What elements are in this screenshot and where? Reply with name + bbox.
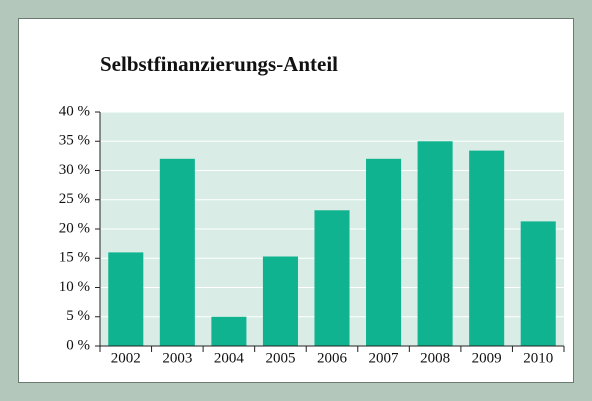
bar [108,252,144,346]
bar [366,158,402,346]
y-tick-label: 15 % [59,250,90,266]
y-tick-label: 20 % [59,220,90,236]
y-tick-label: 30 % [59,162,90,178]
bar [520,221,556,346]
y-tick-label: 0 % [66,337,90,353]
y-tick-label: 5 % [66,308,90,324]
bar [469,150,505,346]
bar [417,141,453,346]
y-tick-label: 10 % [59,279,90,295]
x-tick-label: 2008 [420,350,450,366]
x-tick-label: 2002 [111,350,141,366]
bar [262,256,298,346]
bar [159,158,195,346]
x-tick-label: 2009 [472,350,502,366]
y-tick-label: 40 % [59,103,90,119]
x-tick-label: 2003 [162,350,192,366]
y-tick-label: 35 % [59,133,90,149]
x-tick-label: 2004 [214,350,245,366]
x-tick-label: 2006 [317,350,348,366]
x-tick-label: 2005 [265,350,295,366]
x-tick-label: 2007 [369,350,400,366]
bar [211,316,247,346]
bar [314,210,350,346]
x-tick-label: 2010 [523,350,553,366]
chart-title: Selbstfinanzierungs-Anteil [100,52,338,76]
y-tick-label: 25 % [59,191,90,207]
